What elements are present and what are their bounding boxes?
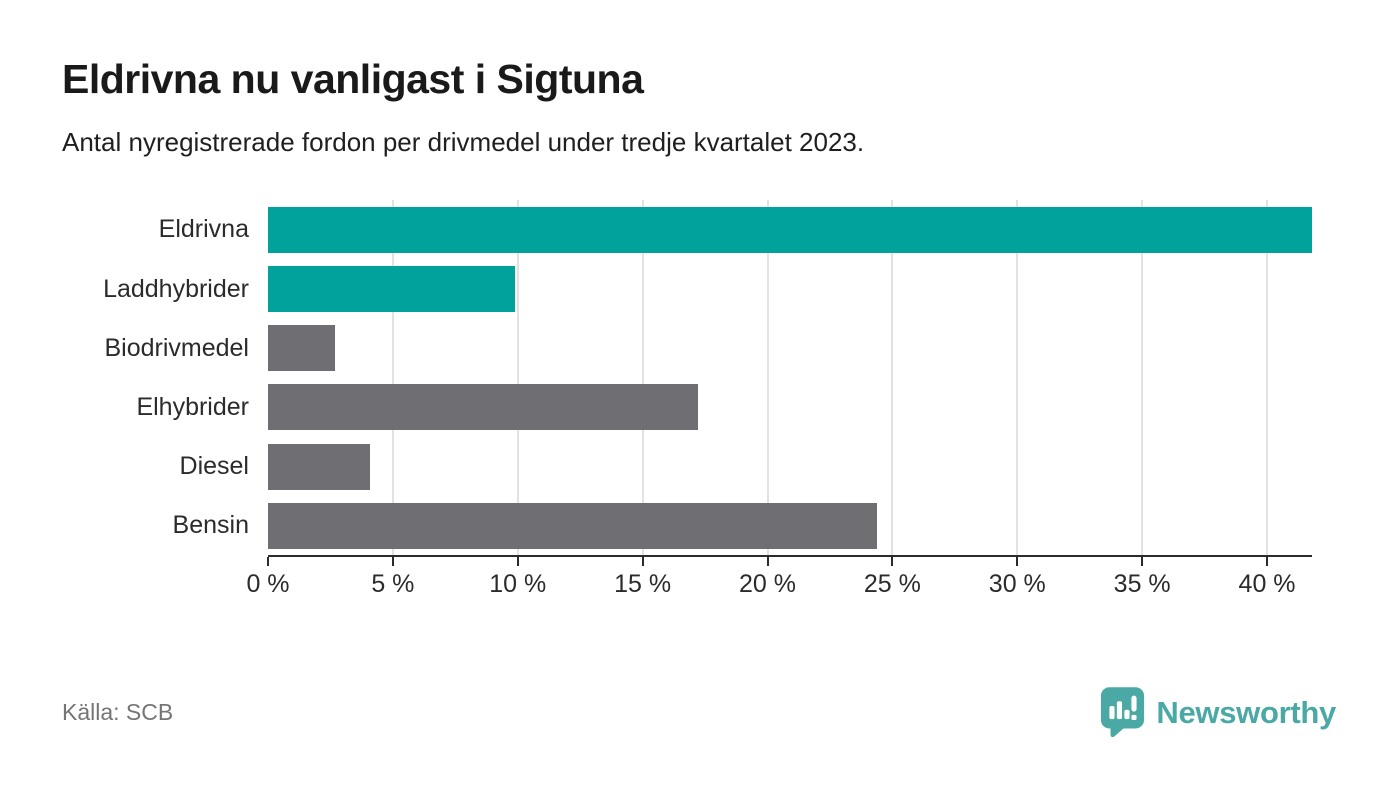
axis-tick-label-25: 25 % — [863, 570, 921, 599]
axis-tick-40 — [1266, 557, 1269, 567]
axis-tick-10 — [516, 557, 519, 567]
chart-subtitle: Antal nyregistrerade fordon per drivmede… — [62, 127, 865, 158]
axis-tick-label-15: 15 % — [614, 570, 672, 599]
axis-tick-30 — [1016, 557, 1019, 567]
category-labels: Eldrivna Laddhybrider Biodrivmedel Elhybrid… — [62, 200, 268, 557]
bar-row-biodrivmedel — [268, 319, 1312, 378]
gridline-25 — [891, 200, 894, 556]
bar-row-bensin — [268, 496, 1312, 555]
bar-chart: Eldrivna Laddhybrider Biodrivmedel Elhybrid… — [62, 200, 1312, 609]
category-label-bensin: Bensin — [172, 511, 249, 540]
gridline-10 — [516, 200, 519, 556]
axis-tick-15 — [641, 557, 644, 567]
bar-laddhybrider — [268, 266, 516, 313]
newsworthy-logo-text: Newsworthy — [1156, 694, 1336, 730]
axis-tick-label-35: 35 % — [1113, 570, 1171, 599]
category-label-eldrivna: Eldrivna — [158, 215, 249, 244]
axis-tick-5 — [391, 557, 394, 567]
axis-tick-label-0: 0 % — [246, 570, 290, 599]
gridline-30 — [1016, 200, 1019, 556]
bars-container — [268, 200, 1312, 555]
axis-tick-label-30: 30 % — [988, 570, 1046, 599]
bar-biodrivmedel — [268, 325, 336, 372]
bar-bensin — [268, 502, 878, 549]
axis-tick-label-5: 5 % — [371, 570, 415, 599]
bar-eldrivna — [268, 206, 1312, 253]
category-label-diesel: Diesel — [179, 452, 249, 481]
bar-elhybrider — [268, 384, 698, 431]
axis-tick-0 — [267, 557, 269, 567]
plot-area — [268, 200, 1312, 558]
chart-footer: Källa: SCB Newsworthy — [62, 686, 1336, 739]
axis-tick-25 — [891, 557, 894, 567]
bar-row-eldrivna — [268, 200, 1312, 259]
x-axis: 0 % 5 % 10 % 15 % 20 % 25 % 30 % 35 % 40 % — [246, 557, 1312, 609]
gridline-35 — [1141, 200, 1144, 556]
gridline-5 — [391, 200, 394, 556]
gridline-20 — [766, 200, 769, 556]
axis-tick-35 — [1141, 557, 1144, 567]
chart-title: Eldrivna nu vanligast i Sigtuna — [62, 56, 644, 102]
bar-row-laddhybrider — [268, 259, 1312, 318]
category-label-elhybrider: Elhybrider — [136, 392, 249, 421]
gridline-15 — [641, 200, 644, 556]
axis-tick-label-40: 40 % — [1238, 570, 1296, 599]
chart-header: Eldrivna nu vanligast i Sigtuna Antal ny… — [0, 0, 1400, 158]
category-label-laddhybrider: Laddhybrider — [103, 274, 249, 303]
bar-row-elhybrider — [268, 378, 1312, 437]
category-label-biodrivmedel: Biodrivmedel — [104, 333, 249, 362]
axis-tick-label-10: 10 % — [489, 570, 547, 599]
newsworthy-logo: Newsworthy — [1100, 686, 1336, 739]
source-note: Källa: SCB — [62, 699, 174, 725]
gridline-40 — [1266, 200, 1269, 556]
bar-row-diesel — [268, 437, 1312, 496]
axis-tick-label-20: 20 % — [739, 570, 797, 599]
axis-tick-20 — [766, 557, 769, 567]
newsworthy-bubble-chart-icon — [1100, 686, 1145, 739]
bar-diesel — [268, 443, 371, 490]
